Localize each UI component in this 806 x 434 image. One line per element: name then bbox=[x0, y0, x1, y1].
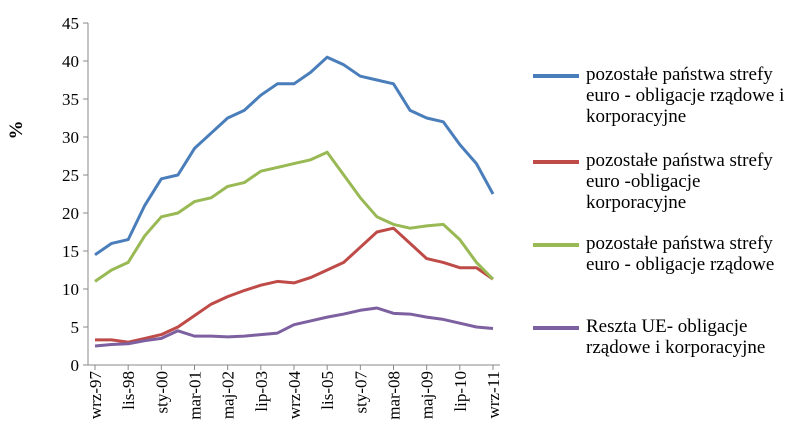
legend-label: pozostałe państwa strefy euro - obligacj… bbox=[586, 64, 785, 127]
x-tick-label: wrz-11 bbox=[484, 371, 503, 419]
y-tick-label: 35 bbox=[62, 90, 79, 109]
x-tick-label: wrz-04 bbox=[285, 371, 304, 420]
y-tick-label: 40 bbox=[62, 52, 79, 71]
x-tick-label: wrz-97 bbox=[86, 371, 105, 420]
x-tick-label: lis-05 bbox=[318, 371, 337, 410]
legend-swatch bbox=[533, 243, 579, 247]
y-tick-label: 25 bbox=[62, 166, 79, 185]
y-tick-label: 0 bbox=[71, 356, 80, 375]
y-tick-label: 15 bbox=[62, 242, 79, 261]
legend-item: pozostałe państwa strefy euro - obligacj… bbox=[533, 233, 803, 275]
legend-item: pozostałe państwa strefy euro - obligacj… bbox=[533, 64, 803, 127]
legend-swatch bbox=[533, 160, 579, 164]
x-tick-label: sty-00 bbox=[152, 371, 171, 414]
legend-item: pozostałe państwa strefy euro -obligacje… bbox=[533, 150, 803, 213]
legend-label: pozostałe państwa strefy euro -obligacje… bbox=[586, 150, 773, 213]
legend-item: Reszta UE- obligacje rządowe i korporacy… bbox=[533, 316, 803, 358]
legend-swatch bbox=[533, 74, 579, 78]
legend-label: Reszta UE- obligacje rządowe i korporacy… bbox=[586, 316, 766, 358]
x-tick-label: lip-10 bbox=[451, 371, 470, 412]
x-tick-label: lip-03 bbox=[252, 371, 271, 412]
series-line bbox=[94, 306, 494, 348]
x-tick-label: maj-09 bbox=[418, 371, 437, 419]
y-tick-label: 5 bbox=[71, 318, 80, 337]
x-tick-label: lis-98 bbox=[119, 371, 138, 410]
series-line bbox=[94, 55, 495, 257]
y-tick-label: 30 bbox=[62, 128, 79, 147]
series-line bbox=[94, 150, 495, 283]
x-tick-label: mar-01 bbox=[186, 371, 205, 420]
y-axis-label: % bbox=[6, 121, 27, 140]
x-tick-label: mar-08 bbox=[385, 371, 404, 420]
series-line bbox=[95, 226, 494, 344]
y-tick-label: 45 bbox=[62, 14, 79, 33]
y-tick-label: 20 bbox=[62, 204, 79, 223]
x-tick-label: sty-07 bbox=[351, 371, 370, 414]
y-tick-label: 10 bbox=[62, 280, 79, 299]
legend-swatch bbox=[533, 326, 579, 330]
legend-label: pozostałe państwa strefy euro - obligacj… bbox=[586, 233, 775, 275]
x-tick-label: maj-02 bbox=[219, 371, 238, 419]
